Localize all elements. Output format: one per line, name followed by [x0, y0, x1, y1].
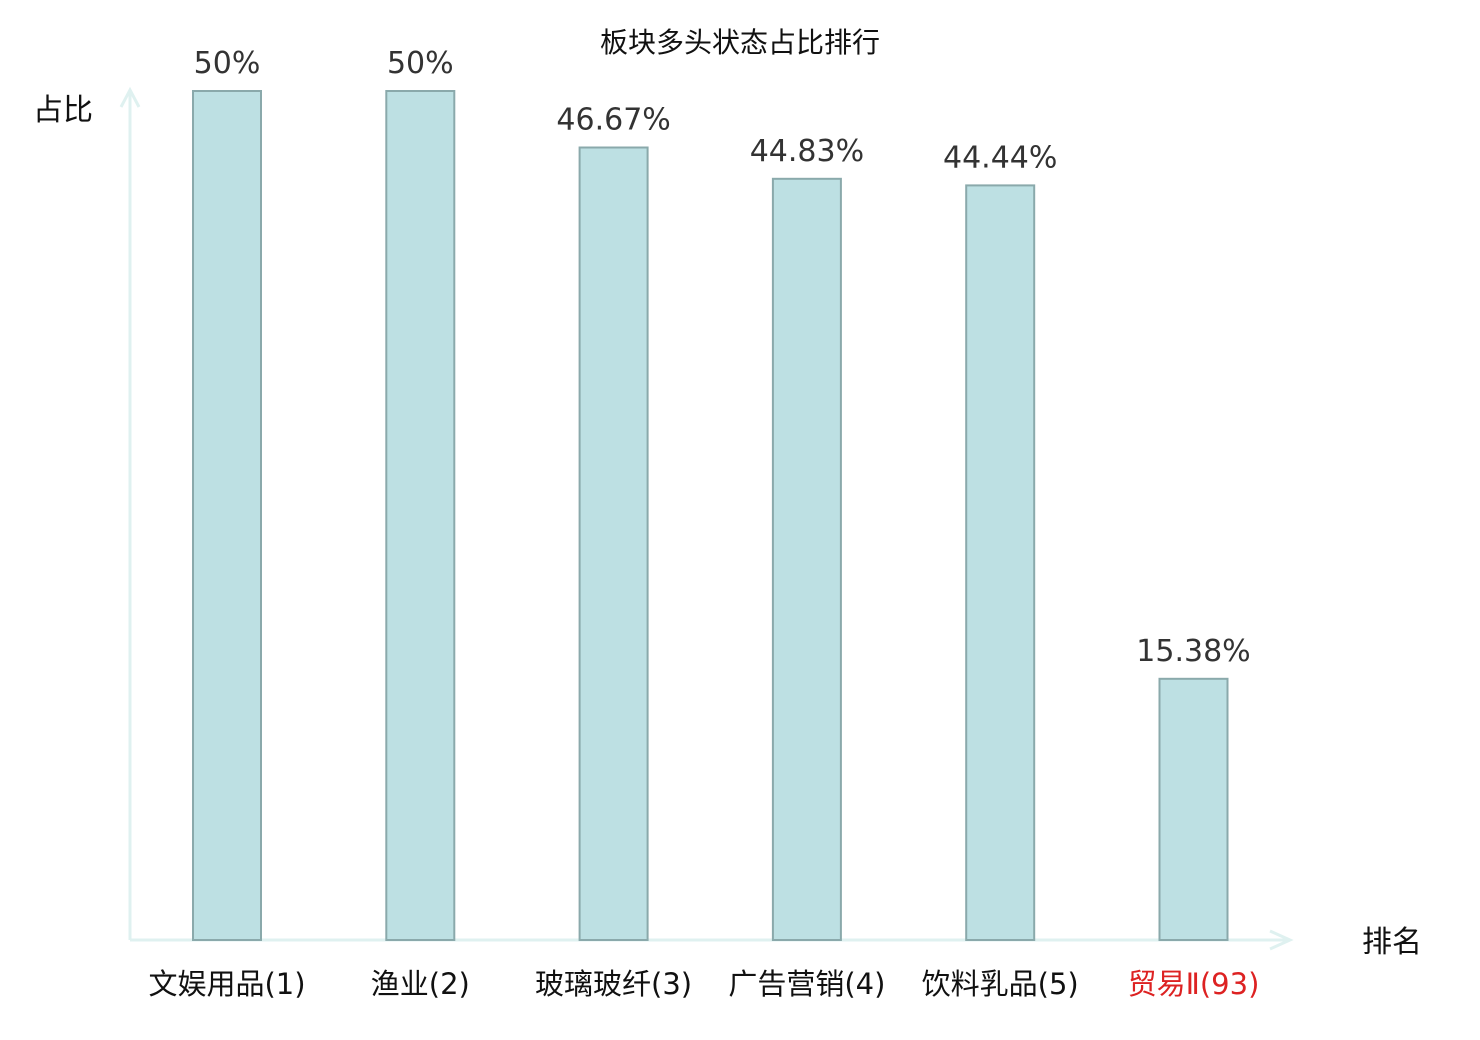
bar-3 — [578, 146, 649, 941]
value-labels-group: 50% 50% 46.67% 44.83% 44.44% 15.38% — [194, 46, 1251, 669]
category-label-1: 文娱用品(1) — [148, 967, 305, 1001]
bar-1 — [192, 90, 262, 941]
bar-5 — [965, 184, 1036, 941]
y-axis-arrow-icon — [119, 86, 141, 108]
category-label-5: 饮料乳品(5) — [922, 967, 1079, 1001]
category-labels-group: 文娱用品(1) 渔业(2) 玻璃玻纤(3) 广告营销(4) 饮料乳品(5) 贸易Ⅱ(93) — [148, 967, 1259, 1001]
bar-6 — [1158, 677, 1229, 941]
bars-group — [192, 90, 1229, 942]
x-axis-label: 排名 — [1362, 925, 1422, 960]
category-label-3: 玻璃玻纤(3) — [535, 967, 692, 1001]
value-label-1: 50% — [194, 46, 261, 81]
bar-2 — [385, 90, 456, 941]
category-label-4: 广告营销(4) — [728, 967, 885, 1001]
category-label-6: 贸易Ⅱ(93) — [1128, 967, 1260, 1001]
value-label-5: 44.44% — [943, 140, 1057, 175]
chart-title: 板块多头状态占比排行 — [600, 26, 880, 59]
value-label-4: 44.83% — [750, 134, 864, 169]
category-label-2: 渔业(2) — [371, 967, 470, 1001]
x-axis-arrow-icon — [1269, 929, 1294, 951]
y-axis-label: 占比 — [33, 93, 93, 128]
value-label-6: 15.38% — [1136, 634, 1250, 669]
value-label-3: 46.67% — [556, 103, 670, 138]
bar-4 — [771, 177, 842, 942]
value-label-2: 50% — [387, 46, 454, 81]
